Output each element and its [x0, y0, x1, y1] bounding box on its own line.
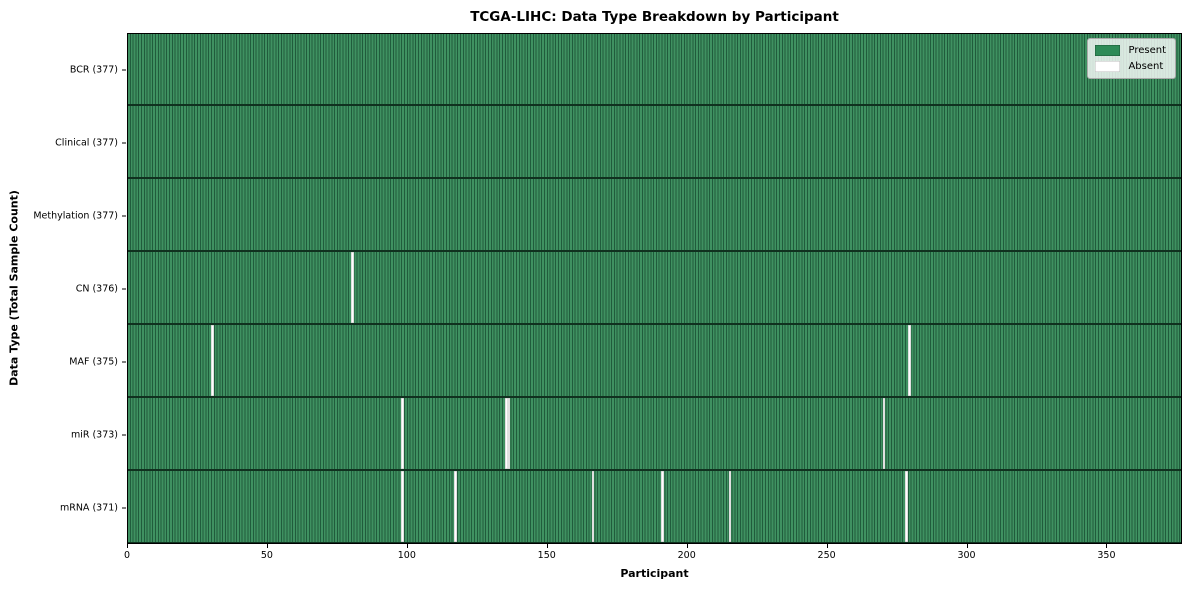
- legend-label-absent: Absent: [1128, 61, 1164, 72]
- x-tick-label-350: 350: [1097, 550, 1116, 561]
- absent-cell-mRNA-98: [401, 471, 405, 542]
- y-tick-label-MAF: MAF (375): [69, 356, 118, 367]
- present-swatch-icon: [1095, 45, 1121, 56]
- absent-cell-MAF-279: [907, 325, 911, 396]
- y-tick-mark-BCR: [122, 69, 126, 70]
- absent-cell-mRNA-166: [591, 471, 595, 542]
- x-tick-label-200: 200: [677, 550, 696, 561]
- absent-cell-mRNA-278: [904, 471, 908, 542]
- y-tick-label-miR: miR (373): [70, 429, 118, 440]
- absent-cell-MAF-30: [210, 325, 214, 396]
- y-tick-label-Clinical: Clinical (377): [55, 137, 118, 148]
- y-tick-mark-Methylation: [122, 215, 126, 216]
- legend: Present Absent: [1087, 38, 1176, 79]
- absent-cell-miR-270: [882, 398, 886, 469]
- y-tick-mark-mRNA: [122, 507, 126, 508]
- x-tick-mark-0: [127, 544, 128, 548]
- absent-cell-mRNA-215: [728, 471, 732, 542]
- plot-area: Present Absent: [127, 33, 1182, 544]
- heatmap-row-mRNA: [127, 471, 1182, 544]
- x-axis-label: Participant: [620, 567, 689, 580]
- x-tick-mark-150: [546, 544, 548, 548]
- x-tick-label-50: 50: [260, 550, 273, 561]
- heatmap-row-CN: [127, 252, 1182, 325]
- heatmap-row-Methylation: [127, 179, 1182, 252]
- x-tick-label-300: 300: [957, 550, 976, 561]
- x-tick-mark-350: [1106, 544, 1108, 548]
- y-tick-mark-MAF: [122, 361, 126, 362]
- x-tick-mark-100: [406, 544, 408, 548]
- legend-item-present: Present: [1095, 45, 1166, 56]
- x-tick-mark-200: [686, 544, 688, 548]
- x-tick-label-250: 250: [817, 550, 836, 561]
- absent-cell-mRNA-191: [661, 471, 665, 542]
- y-tick-label-BCR: BCR (377): [69, 64, 118, 75]
- heatmap-row-BCR: [127, 33, 1182, 106]
- x-tick-mark-50: [266, 544, 268, 548]
- y-tick-mark-miR: [122, 434, 126, 435]
- chart-title: TCGA-LIHC: Data Type Breakdown by Partic…: [470, 9, 839, 25]
- heatmap-row-miR: [127, 398, 1182, 471]
- absent-cell-mRNA-117: [454, 471, 458, 542]
- legend-item-absent: Absent: [1095, 61, 1166, 72]
- heatmap-row-Clinical: [127, 106, 1182, 179]
- absent-cell-miR-135: [504, 398, 508, 469]
- y-tick-mark-CN: [122, 288, 126, 289]
- x-tick-mark-250: [826, 544, 828, 548]
- absent-swatch-icon: [1095, 61, 1121, 72]
- y-tick-label-CN: CN (376): [75, 283, 118, 294]
- legend-label-present: Present: [1128, 45, 1166, 56]
- absent-cell-miR-136: [507, 398, 511, 469]
- x-tick-label-100: 100: [397, 550, 416, 561]
- heatmap-row-MAF: [127, 325, 1182, 398]
- absent-cell-miR-98: [401, 398, 405, 469]
- y-tick-label-mRNA: mRNA (371): [59, 502, 118, 513]
- absent-cell-CN-80: [350, 252, 354, 323]
- y-tick-label-Methylation: Methylation (377): [33, 210, 118, 221]
- x-tick-label-150: 150: [537, 550, 556, 561]
- x-tick-label-0: 0: [123, 550, 131, 561]
- x-tick-mark-300: [966, 544, 968, 548]
- y-tick-mark-Clinical: [122, 142, 126, 143]
